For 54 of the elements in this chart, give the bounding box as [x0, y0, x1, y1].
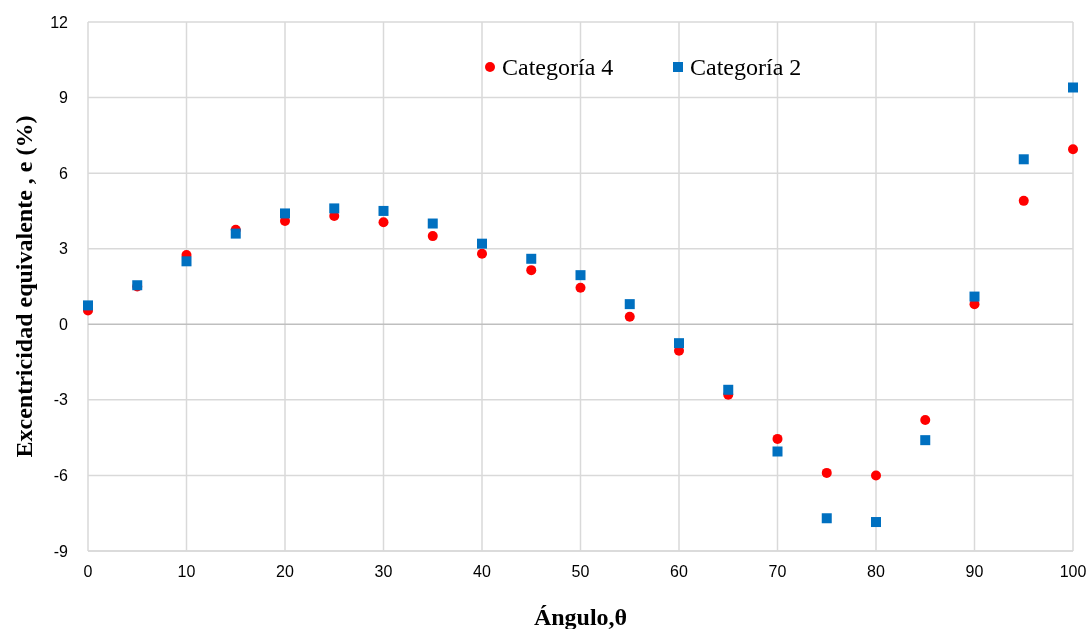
point [723, 384, 734, 395]
x-tick-label: 60 [670, 563, 688, 580]
legend-label: Categoría 4 [502, 54, 614, 81]
legend-label: Categoría 2 [690, 54, 802, 81]
x-tick-label: 10 [177, 563, 196, 580]
point [427, 218, 438, 229]
point [969, 291, 980, 302]
point [230, 228, 241, 239]
point [280, 208, 290, 219]
y-tick-label: 0 [59, 315, 69, 333]
point [1068, 144, 1078, 155]
point [920, 415, 931, 426]
point [378, 217, 389, 228]
y-tick-label: -9 [53, 542, 69, 560]
x-tick-label: 70 [768, 563, 787, 580]
x-tick-label: 100 [1059, 563, 1087, 580]
point [477, 238, 487, 249]
point [329, 203, 340, 214]
point [181, 256, 192, 267]
point [674, 338, 684, 349]
y-tick-label: 12 [50, 13, 69, 31]
point [624, 299, 635, 310]
point [772, 433, 783, 444]
point [1018, 154, 1029, 165]
y-tick-label: -6 [53, 467, 69, 485]
point [83, 300, 93, 311]
point [821, 467, 832, 478]
x-tick-label: 30 [374, 563, 393, 580]
x-tick-label: 80 [867, 563, 885, 580]
point [378, 205, 389, 216]
point [477, 248, 487, 259]
point [1018, 195, 1029, 206]
point [1068, 82, 1078, 93]
point [772, 446, 783, 457]
point [427, 231, 438, 242]
point [575, 270, 586, 281]
x-tick-label: 0 [83, 563, 93, 580]
y-tick-label: 6 [59, 164, 69, 182]
point [871, 470, 881, 481]
point [821, 513, 832, 524]
x-tick-label: 40 [473, 563, 491, 580]
x-tick-label: 90 [965, 563, 984, 580]
point [871, 517, 881, 528]
point [526, 265, 537, 276]
y-axis-title: Excentricidad equivalente , e (%) [11, 115, 37, 458]
point [920, 435, 931, 446]
y-tick-label: -3 [53, 391, 69, 409]
point [624, 311, 635, 322]
point [526, 253, 537, 264]
point [575, 282, 586, 293]
y-tick-label: 9 [59, 89, 69, 107]
y-tick-label: 3 [59, 240, 69, 258]
x-tick-label: 20 [276, 563, 294, 580]
x-tick-label: 50 [571, 563, 590, 580]
